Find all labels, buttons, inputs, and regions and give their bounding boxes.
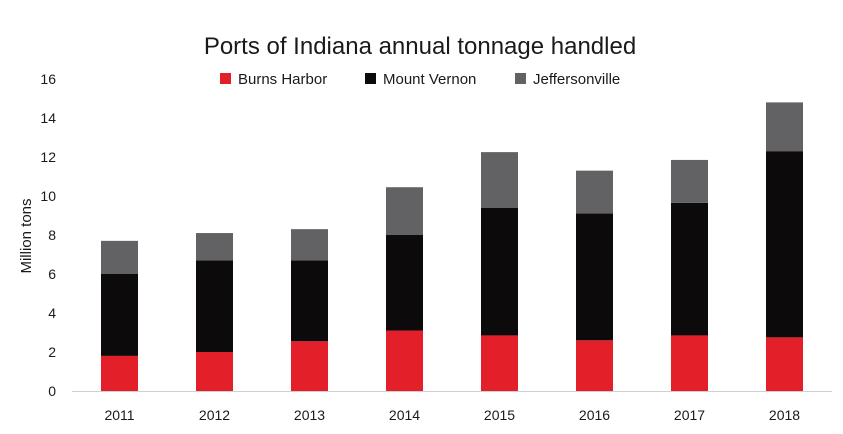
x-tick-label: 2015 [484,407,515,423]
y-tick-label: 0 [48,383,56,399]
x-tick-label: 2012 [199,407,230,423]
legend-swatch-jeffersonville [515,73,526,84]
chart-title: Ports of Indiana annual tonnage handled [204,33,636,60]
bar-burns-harbor-2014 [386,330,423,391]
legend-swatch-mount-vernon [365,73,376,84]
bar-jeffersonville-2016 [576,170,613,214]
legend-label: Mount Vernon [383,71,476,88]
x-tick-label: 2018 [769,407,800,423]
y-tick-label: 12 [40,149,56,165]
bars [101,102,803,391]
x-axis-ticks: 2011 2012 2013 2014 2015 2016 2017 2018 [104,407,800,423]
bar-mount-vernon-2016 [576,213,613,341]
y-tick-label: 6 [48,266,56,282]
y-tick-label: 8 [48,227,56,243]
x-tick-label: 2017 [674,407,705,423]
x-tick-label: 2014 [389,407,420,423]
y-axis-ticks: 0 2 4 6 8 10 12 14 16 [40,71,56,399]
legend: Burns Harbor Mount Vernon Jeffersonville [220,71,620,88]
bar-burns-harbor-2011 [101,355,138,391]
bar-mount-vernon-2011 [101,274,138,356]
bar-mount-vernon-2015 [481,207,518,336]
bar-burns-harbor-2012 [196,352,233,391]
bar-burns-harbor-2016 [576,340,613,391]
legend-label: Jeffersonville [533,71,620,88]
bar-mount-vernon-2017 [671,202,708,336]
x-tick-label: 2016 [579,407,610,423]
bar-mount-vernon-2018 [766,151,803,338]
bar-burns-harbor-2015 [481,335,518,391]
bar-jeffersonville-2015 [481,152,518,208]
bar-jeffersonville-2013 [291,229,328,261]
bar-jeffersonville-2014 [386,187,423,235]
y-tick-label: 10 [40,188,56,204]
bar-jeffersonville-2017 [671,159,708,203]
y-tick-label: 14 [40,110,56,126]
bar-mount-vernon-2013 [291,260,328,342]
y-tick-label: 2 [48,344,56,360]
bar-mount-vernon-2014 [386,235,423,331]
y-tick-label: 16 [40,71,56,87]
y-tick-label: 4 [48,305,56,321]
bar-jeffersonville-2011 [101,240,138,274]
bar-burns-harbor-2018 [766,337,803,391]
bar-jeffersonville-2018 [766,102,803,152]
legend-swatch-burns-harbor [220,73,231,84]
y-axis-label: Million tons [18,198,35,273]
x-tick-label: 2011 [104,407,134,423]
bar-burns-harbor-2013 [291,341,328,391]
legend-label: Burns Harbor [238,71,327,88]
bar-jeffersonville-2012 [196,233,233,261]
bar-burns-harbor-2017 [671,335,708,391]
bar-mount-vernon-2012 [196,260,233,352]
x-tick-label: 2013 [294,407,325,423]
